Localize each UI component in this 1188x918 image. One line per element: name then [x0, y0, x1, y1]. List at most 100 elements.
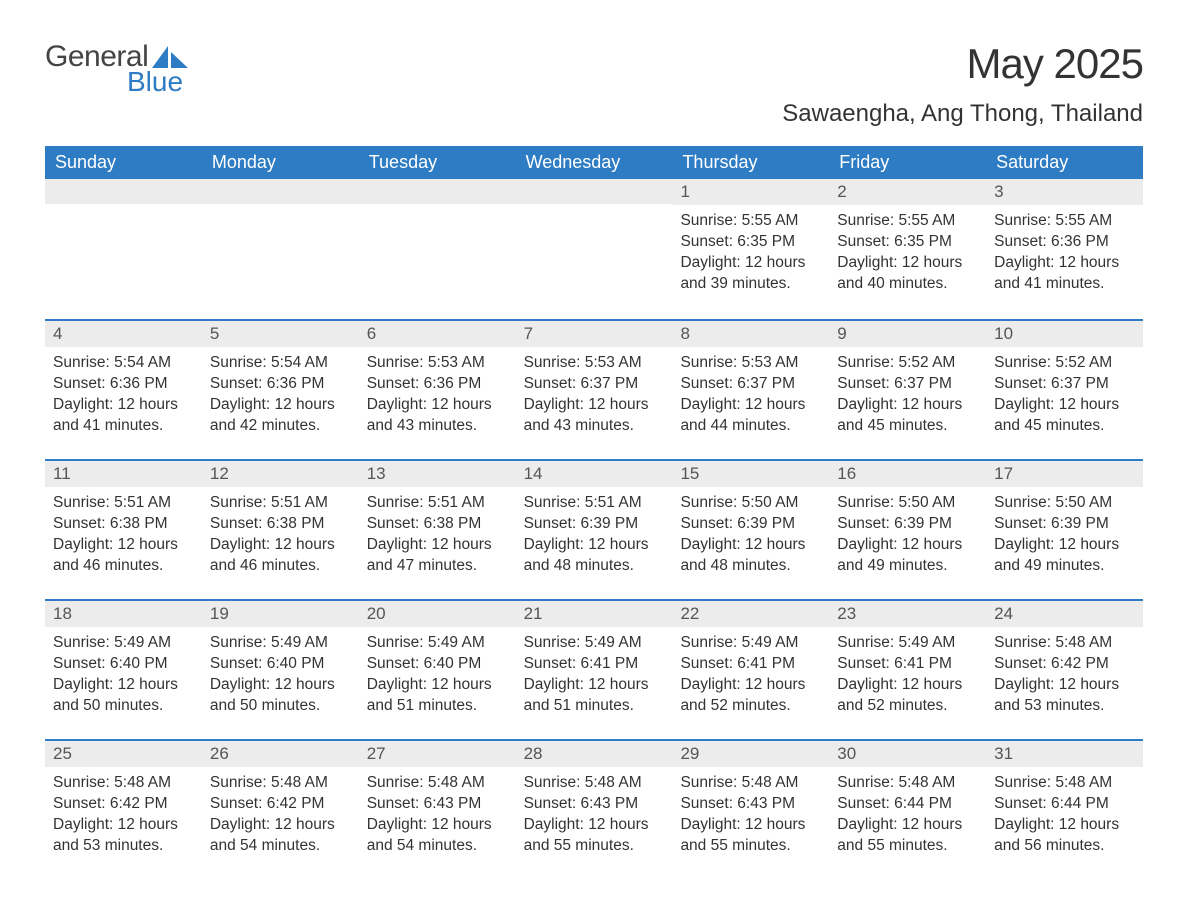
sunset-text: Sunset: 6:39 PM	[524, 514, 665, 535]
day-cell: 9Sunrise: 5:52 AMSunset: 6:37 PMDaylight…	[829, 319, 986, 459]
day-number: 24	[986, 599, 1143, 627]
day-cell: 2Sunrise: 5:55 AMSunset: 6:35 PMDaylight…	[829, 179, 986, 319]
day-number: 9	[829, 319, 986, 347]
sunrise-text: Sunrise: 5:48 AM	[524, 773, 665, 794]
day-body: Sunrise: 5:51 AMSunset: 6:38 PMDaylight:…	[45, 487, 202, 593]
daylight-text: Daylight: 12 hours and 55 minutes.	[524, 815, 665, 857]
day-cell	[359, 179, 516, 319]
day-cell: 17Sunrise: 5:50 AMSunset: 6:39 PMDayligh…	[986, 459, 1143, 599]
sunrise-text: Sunrise: 5:49 AM	[367, 633, 508, 654]
sunrise-text: Sunrise: 5:51 AM	[524, 493, 665, 514]
day-cell: 31Sunrise: 5:48 AMSunset: 6:44 PMDayligh…	[986, 739, 1143, 879]
sunset-text: Sunset: 6:37 PM	[994, 374, 1135, 395]
day-cell: 18 Sunrise: 5:49 AMSunset: 6:40 PMDayligh…	[45, 599, 202, 739]
sunset-text: Sunset: 6:37 PM	[837, 374, 978, 395]
sunset-text: Sunset: 6:38 PM	[210, 514, 351, 535]
day-body: Sunrise: 5:48 AMSunset: 6:43 PMDaylight:…	[516, 767, 673, 873]
weekday-header: Thursday	[672, 146, 829, 179]
sunset-text: Sunset: 6:41 PM	[837, 654, 978, 675]
sunset-text: Sunset: 6:43 PM	[367, 794, 508, 815]
daylight-text: Daylight: 12 hours and 53 minutes.	[53, 815, 194, 857]
day-number: 21	[516, 599, 673, 627]
day-cell: 14Sunrise: 5:51 AMSunset: 6:39 PMDayligh…	[516, 459, 673, 599]
day-number-bar	[45, 179, 202, 204]
location: Sawaengha, Ang Thong, Thailand	[782, 100, 1143, 128]
sunset-text: Sunset: 6:37 PM	[680, 374, 821, 395]
daylight-text: Daylight: 12 hours and 53 minutes.	[994, 675, 1135, 717]
sunrise-text: Sunrise: 5:51 AM	[210, 493, 351, 514]
sunset-text: Sunset: 6:44 PM	[994, 794, 1135, 815]
day-cell: 29Sunrise: 5:48 AMSunset: 6:43 PMDayligh…	[672, 739, 829, 879]
weekday-header: Tuesday	[359, 146, 516, 179]
sunset-text: Sunset: 6:37 PM	[524, 374, 665, 395]
day-number: 2	[829, 179, 986, 205]
weekday-header: Monday	[202, 146, 359, 179]
daylight-text: Daylight: 12 hours and 39 minutes.	[680, 253, 821, 295]
daylight-text: Daylight: 12 hours and 41 minutes.	[53, 395, 194, 437]
sunset-text: Sunset: 6:42 PM	[53, 794, 194, 815]
day-number: 23	[829, 599, 986, 627]
daylight-text: Daylight: 12 hours and 55 minutes.	[837, 815, 978, 857]
day-body: Sunrise: 5:49 AMSunset: 6:41 PMDaylight:…	[672, 627, 829, 733]
day-number-bar	[516, 179, 673, 204]
day-number: 20	[359, 599, 516, 627]
daylight-text: Daylight: 12 hours and 51 minutes.	[524, 675, 665, 717]
day-number: 1	[672, 179, 829, 205]
daylight-text: Daylight: 12 hours and 50 minutes.	[53, 675, 194, 717]
day-body: Sunrise: 5:50 AMSunset: 6:39 PMDaylight:…	[986, 487, 1143, 593]
weekday-header: Sunday	[45, 146, 202, 179]
day-body: Sunrise: 5:48 AMSunset: 6:42 PMDaylight:…	[986, 627, 1143, 733]
day-number: 17	[986, 459, 1143, 487]
sunset-text: Sunset: 6:39 PM	[837, 514, 978, 535]
day-body: Sunrise: 5:51 AMSunset: 6:38 PMDaylight:…	[359, 487, 516, 593]
sunset-text: Sunset: 6:40 PM	[210, 654, 351, 675]
sunset-text: Sunset: 6:36 PM	[210, 374, 351, 395]
day-cell: 13Sunrise: 5:51 AMSunset: 6:38 PMDayligh…	[359, 459, 516, 599]
sunset-text: Sunset: 6:38 PM	[53, 514, 194, 535]
title-block: May 2025 Sawaengha, Ang Thong, Thailand	[782, 40, 1143, 128]
header: General Blue May 2025 Sawaengha, Ang Tho…	[45, 40, 1143, 128]
day-number: 3	[986, 179, 1143, 205]
sunset-text: Sunset: 6:38 PM	[367, 514, 508, 535]
daylight-text: Daylight: 12 hours and 55 minutes.	[680, 815, 821, 857]
day-cell	[516, 179, 673, 319]
day-body: Sunrise: 5:48 AMSunset: 6:42 PMDaylight:…	[45, 767, 202, 873]
day-body: Sunrise: 5:55 AMSunset: 6:36 PMDaylight:…	[986, 205, 1143, 311]
sunrise-text: Sunrise: 5:48 AM	[994, 633, 1135, 654]
day-number: 30	[829, 739, 986, 767]
day-number: 22	[672, 599, 829, 627]
sunrise-text: Sunrise: 5:49 AM	[210, 633, 351, 654]
day-number: 19	[202, 599, 359, 627]
day-cell: 26Sunrise: 5:48 AMSunset: 6:42 PMDayligh…	[202, 739, 359, 879]
day-number: 18	[45, 599, 202, 627]
daylight-text: Daylight: 12 hours and 50 minutes.	[210, 675, 351, 717]
day-cell: 5Sunrise: 5:54 AMSunset: 6:36 PMDaylight…	[202, 319, 359, 459]
day-cell: 30Sunrise: 5:48 AMSunset: 6:44 PMDayligh…	[829, 739, 986, 879]
day-cell: 16Sunrise: 5:50 AMSunset: 6:39 PMDayligh…	[829, 459, 986, 599]
daylight-text: Daylight: 12 hours and 45 minutes.	[994, 395, 1135, 437]
day-cell: 21Sunrise: 5:49 AMSunset: 6:41 PMDayligh…	[516, 599, 673, 739]
daylight-text: Daylight: 12 hours and 54 minutes.	[210, 815, 351, 857]
weekday-header-row: SundayMondayTuesdayWednesdayThursdayFrid…	[45, 146, 1143, 179]
day-cell: 22Sunrise: 5:49 AMSunset: 6:41 PMDayligh…	[672, 599, 829, 739]
sunset-text: Sunset: 6:35 PM	[837, 232, 978, 253]
day-body: Sunrise: 5:49 AMSunset: 6:41 PMDaylight:…	[829, 627, 986, 733]
day-body: Sunrise: 5:53 AMSunset: 6:36 PMDaylight:…	[359, 347, 516, 453]
day-cell: 27Sunrise: 5:48 AMSunset: 6:43 PMDayligh…	[359, 739, 516, 879]
day-body: Sunrise: 5:54 AMSunset: 6:36 PMDaylight:…	[202, 347, 359, 453]
day-body: Sunrise: 5:48 AMSunset: 6:44 PMDaylight:…	[986, 767, 1143, 873]
sunrise-text: Sunrise: 5:49 AM	[53, 633, 194, 654]
sunset-text: Sunset: 6:40 PM	[53, 654, 194, 675]
sunset-text: Sunset: 6:43 PM	[680, 794, 821, 815]
sunset-text: Sunset: 6:36 PM	[994, 232, 1135, 253]
day-number: 14	[516, 459, 673, 487]
day-cell: 28Sunrise: 5:48 AMSunset: 6:43 PMDayligh…	[516, 739, 673, 879]
sunrise-text: Sunrise: 5:48 AM	[53, 773, 194, 794]
weekday-header: Wednesday	[516, 146, 673, 179]
day-body: Sunrise: 5:49 AMSunset: 6:41 PMDaylight:…	[516, 627, 673, 733]
day-body: Sunrise: 5:53 AMSunset: 6:37 PMDaylight:…	[516, 347, 673, 453]
day-cell: 3Sunrise: 5:55 AMSunset: 6:36 PMDaylight…	[986, 179, 1143, 319]
logo-text-blue: Blue	[127, 66, 183, 98]
sunrise-text: Sunrise: 5:48 AM	[210, 773, 351, 794]
day-body: Sunrise: 5:49 AMSunset: 6:40 PMDaylight:…	[202, 627, 359, 733]
